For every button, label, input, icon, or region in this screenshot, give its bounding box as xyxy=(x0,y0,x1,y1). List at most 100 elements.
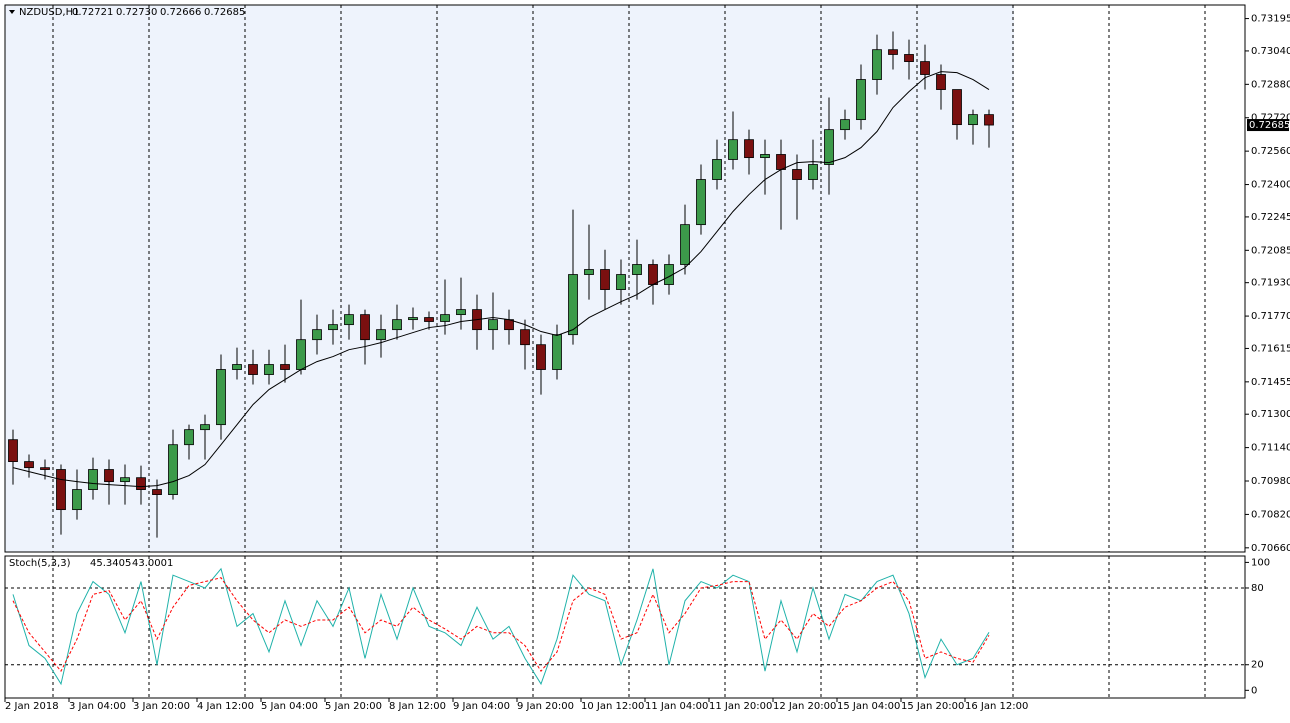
x-tick-label: 8 Jan 12:00 xyxy=(389,701,446,712)
candle-body xyxy=(616,274,626,290)
candle-body xyxy=(216,369,226,426)
y-tick-label: 80 xyxy=(1251,583,1264,594)
y-tick-label: 0.71770 xyxy=(1251,311,1290,322)
candle-body xyxy=(88,469,98,490)
candle-body xyxy=(760,154,770,159)
y-tick-label: 20 xyxy=(1251,660,1264,671)
candle-body xyxy=(232,364,242,370)
candle-body xyxy=(792,169,802,180)
candle-body xyxy=(488,319,498,331)
candle-body xyxy=(360,314,370,341)
candle-body xyxy=(168,444,178,495)
header-value: 0.72730 xyxy=(116,7,157,18)
candle-body xyxy=(280,364,290,370)
header-value: 0.72721 xyxy=(72,7,113,18)
stoch-d-value: 43.0001 xyxy=(132,558,173,569)
stoch-k-value: 45.3405 xyxy=(90,558,131,569)
candle-body xyxy=(392,319,402,331)
x-tick-label: 12 Jan 20:00 xyxy=(773,701,836,712)
x-tick-label: 11 Jan 20:00 xyxy=(709,701,772,712)
candle-body xyxy=(872,49,882,80)
y-tick-label: 0.70820 xyxy=(1251,509,1290,520)
y-tick-label: 0.71300 xyxy=(1251,409,1290,420)
candle-body xyxy=(568,274,578,336)
current-price-label: 0.72685 xyxy=(1249,120,1290,131)
candle-body xyxy=(24,461,34,469)
main-frame xyxy=(4,4,1246,553)
x-tick-label: 11 Jan 04:00 xyxy=(645,701,708,712)
candle-body xyxy=(440,314,450,322)
candle-body xyxy=(856,79,866,121)
candle-body xyxy=(824,129,834,165)
header-value: 0.72685 xyxy=(204,7,245,18)
y-tick-label: 0.73040 xyxy=(1251,46,1290,57)
stoch-frame xyxy=(4,555,1246,699)
candle-body xyxy=(600,269,610,290)
stoch-line xyxy=(12,577,990,673)
day-separators xyxy=(52,5,1206,698)
x-tick-label: 15 Jan 04:00 xyxy=(837,701,900,712)
candle-body xyxy=(584,269,594,275)
x-tick-label: 16 Jan 12:00 xyxy=(965,701,1028,712)
candle-body xyxy=(408,317,418,321)
candle-body xyxy=(920,61,930,75)
moving-average xyxy=(12,71,990,488)
candle-body xyxy=(424,317,434,322)
candle-body xyxy=(456,309,466,316)
x-tick-label: 10 Jan 12:00 xyxy=(581,701,644,712)
stoch-title: Stoch(5,3,3) xyxy=(9,558,71,569)
candle-body xyxy=(712,159,722,180)
candle-body xyxy=(936,74,946,90)
candle-body xyxy=(808,164,818,180)
candle-body xyxy=(344,314,354,326)
candle-body xyxy=(152,489,162,495)
x-tick-label: 15 Jan 20:00 xyxy=(901,701,964,712)
y-tick-label: 0.71615 xyxy=(1251,343,1290,354)
x-tick-label: 9 Jan 20:00 xyxy=(517,701,574,712)
x-tick-label: 9 Jan 04:00 xyxy=(453,701,510,712)
candle-body xyxy=(40,467,50,470)
y-tick-label: 0.72720 xyxy=(1251,113,1290,124)
candle-body xyxy=(200,424,210,431)
current-price-box xyxy=(1247,119,1289,132)
candle-body xyxy=(840,119,850,131)
x-tick-label: 3 Jan 20:00 xyxy=(133,701,190,712)
candle-body xyxy=(952,89,962,126)
candle-body xyxy=(904,54,914,62)
candle-body xyxy=(72,489,82,511)
candle-body xyxy=(264,364,274,375)
x-tick-label: 2 Jan 2018 xyxy=(5,701,59,712)
candle-body xyxy=(248,364,258,375)
x-tick-label: 4 Jan 12:00 xyxy=(197,701,254,712)
x-tick-label: 5 Jan 04:00 xyxy=(261,701,318,712)
candle-body xyxy=(552,334,562,370)
candle-body xyxy=(632,264,642,275)
y-tick-label: 0.73195 xyxy=(1251,14,1290,25)
candle-body xyxy=(728,139,738,160)
header-value: 0.72666 xyxy=(160,7,201,18)
candle-body xyxy=(136,477,146,490)
y-tick-label: 0.72560 xyxy=(1251,146,1290,157)
candle-body xyxy=(328,324,338,331)
candle-body xyxy=(888,49,898,55)
y-tick-label: 0.70660 xyxy=(1251,543,1290,554)
y-tick-label: 0.72245 xyxy=(1251,212,1290,223)
y-tick-label: 0.72085 xyxy=(1251,245,1290,256)
candle-body xyxy=(296,339,306,370)
y-tick-label: 0.71930 xyxy=(1251,278,1290,289)
y-tick-label: 0 xyxy=(1251,685,1257,696)
candle-body xyxy=(184,429,194,446)
y-tick-label: 0.70980 xyxy=(1251,476,1290,487)
candle-body xyxy=(696,179,706,226)
x-tick-label: 5 Jan 20:00 xyxy=(325,701,382,712)
candle-body xyxy=(520,329,530,346)
y-tick-label: 0.71140 xyxy=(1251,443,1290,454)
candle-body xyxy=(536,344,546,370)
candle-body xyxy=(744,139,754,159)
chart-title: NZDUSD,H1 xyxy=(19,7,79,18)
y-tick-label: 0.71455 xyxy=(1251,377,1290,388)
candle-body xyxy=(312,329,322,341)
candle-body xyxy=(968,114,978,126)
candle-body xyxy=(984,114,994,126)
